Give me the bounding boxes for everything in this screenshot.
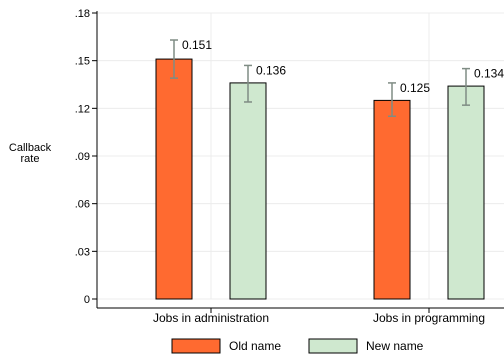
y-axis: 0 .03 .06 .09 .12 .15 .18 [75, 8, 504, 313]
y-tick-label: .18 [75, 8, 90, 20]
legend-label: Old name [229, 339, 281, 353]
legend: Old name New name [171, 338, 424, 354]
data-label: 0.125 [400, 81, 430, 95]
category-label: Jobs in administration [153, 311, 269, 325]
data-label: 0.136 [256, 63, 286, 77]
category-label: Jobs in programming [373, 311, 485, 325]
bar [155, 58, 193, 300]
y-tick-label: .06 [75, 199, 90, 211]
bars: 0.151 0.125 0.136 0.134 [155, 38, 504, 300]
y-tick-label: 0 [84, 294, 90, 306]
y-axis-label-line: rate [21, 153, 40, 165]
legend-label: New name [366, 339, 424, 353]
legend-swatch [308, 338, 358, 354]
y-tick-label: .09 [75, 151, 90, 163]
legend-swatch [171, 338, 221, 354]
bar [229, 82, 267, 300]
bar [373, 99, 411, 300]
y-tick-label: .12 [75, 103, 90, 115]
category-labels: Jobs in administration Jobs in programmin… [153, 311, 485, 325]
data-label: 0.151 [182, 38, 212, 52]
y-tick-label: .03 [75, 246, 90, 258]
data-label: 0.134 [474, 67, 504, 81]
y-tick-label: .15 [75, 56, 90, 68]
bar [447, 85, 485, 300]
y-axis-label-line: Callback [9, 142, 52, 154]
